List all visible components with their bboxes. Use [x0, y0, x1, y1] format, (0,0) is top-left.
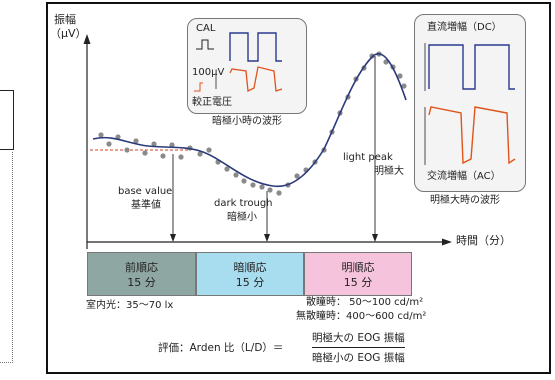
base-value-label-en: base value [118, 186, 173, 197]
arden-ratio-prefix: 評価：Arden 比（L/D）＝ [158, 342, 284, 354]
x-axis-label: 時間（分） [456, 234, 511, 247]
data-dot [160, 153, 166, 159]
arden-ratio-denominator: 暗極小の EOG 振幅 [312, 352, 405, 364]
y-axis-arrow [83, 34, 91, 44]
adjacent-page-frame [0, 90, 14, 150]
dark-trough-waveform-inset: CAL 100μV 較正電圧 [187, 18, 307, 114]
dc-trace-small [229, 32, 282, 62]
data-dot [133, 138, 139, 144]
light-peak-label-en: light peak [343, 152, 393, 163]
data-dot [224, 166, 230, 172]
phase-dark-adaptation-duration: 15 分 [235, 276, 265, 289]
dark-trough-label-en: dark trough [214, 198, 273, 209]
data-dot [142, 150, 148, 156]
phase-dark-adaptation-name: 暗順応 [233, 261, 267, 274]
data-dot [401, 83, 407, 89]
mydriasis-dilated-note: 散瞳時： 50〜100 cd/m² [306, 297, 424, 308]
data-dot [241, 178, 247, 184]
adjacent-page-dotted-edge [0, 152, 13, 363]
data-dot [250, 182, 256, 188]
base-value-arrow-head [170, 234, 176, 242]
phase-light-adaptation: 明順応 15 分 [304, 252, 412, 296]
y-axis-title: 振幅 [54, 13, 76, 26]
x-axis-arrow [442, 238, 452, 246]
data-dot [206, 147, 212, 153]
light-peak-waveform-inset: 直流増幅（DC） 交流増幅（AC） [414, 14, 526, 192]
light-peak-arrow-head [372, 234, 378, 242]
cal-value: 100μV [192, 67, 225, 78]
data-dot [178, 154, 184, 160]
correction-voltage-symbol [194, 82, 203, 92]
dark-trough-waveforms [194, 32, 283, 93]
arden-ratio-fraction: 明極大の EOG 振幅 暗極小の EOG 振幅 [312, 330, 405, 365]
dark-trough-caption: 暗極小時の波形 [212, 116, 282, 127]
phase-pre-adaptation-duration: 15 分 [127, 276, 156, 289]
eog-curve [92, 53, 407, 188]
light-peak-label-jp: 明極大 [374, 166, 404, 177]
y-axis-unit: （μV） [50, 27, 87, 40]
data-dot [233, 172, 239, 178]
phase-dark-adaptation: 暗順応 15 分 [196, 252, 304, 296]
base-value-label-jp: 基準値 [131, 200, 161, 211]
data-dot [383, 59, 389, 65]
data-dot [98, 132, 104, 138]
data-dot [124, 147, 130, 153]
data-dot [276, 190, 282, 196]
figure-card: 振幅 （μV） 時間（分） CAL 100μV 較正電圧 暗極小時の波形 [46, 2, 551, 374]
data-dot [151, 141, 157, 147]
data-dot [259, 184, 265, 190]
light-peak-waveforms [424, 43, 516, 165]
ac-trace-small [229, 66, 283, 93]
data-dot [397, 73, 403, 79]
cal-pulse-symbol [196, 39, 214, 50]
phase-pre-adaptation: 前順応 15 分 [87, 252, 196, 296]
phase-light-adaptation-name: 明順応 [341, 261, 375, 274]
cal-label: CAL [196, 23, 216, 34]
ac-label: 交流増幅（AC） [427, 171, 501, 182]
data-dot [106, 141, 112, 147]
room-light-note: 室内光：35〜70 lx [86, 300, 174, 311]
ac-trace-large [428, 106, 516, 165]
mydriasis-undilated-note: 無散瞳時：400〜600 cd/m² [296, 311, 427, 322]
data-dot [197, 151, 203, 157]
correction-voltage-label: 較正電圧 [192, 97, 232, 108]
dark-trough-arrow-head [264, 234, 270, 242]
light-peak-caption: 明極大時の波形 [430, 195, 500, 206]
arden-ratio-numerator: 明極大の EOG 振幅 [312, 332, 405, 344]
dark-trough-label-jp: 暗極小 [227, 212, 257, 223]
phase-light-adaptation-duration: 15 分 [343, 276, 373, 289]
dc-label: 直流増幅（DC） [427, 22, 502, 33]
dc-trace-large [428, 44, 515, 90]
phase-pre-adaptation-name: 前順応 [125, 261, 158, 274]
eog-diagram [83, 34, 452, 249]
data-dot [294, 173, 300, 179]
data-dot [169, 142, 175, 148]
fraction-bar [312, 347, 405, 348]
data-dot [267, 187, 273, 193]
